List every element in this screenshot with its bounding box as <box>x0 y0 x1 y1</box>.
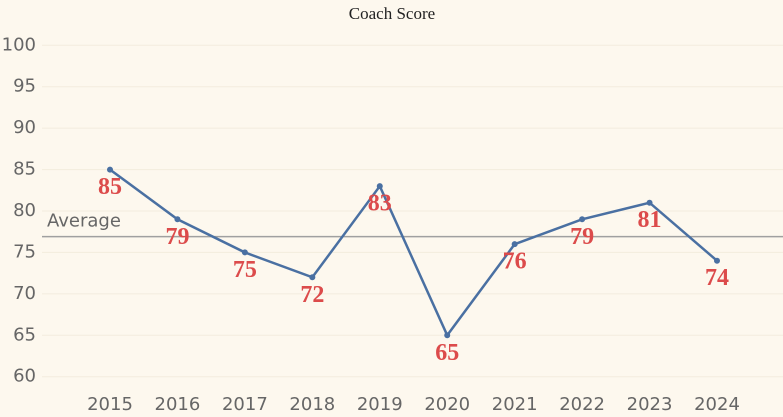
data-label: 74 <box>705 265 729 291</box>
y-tick-label: 85 <box>13 159 36 180</box>
x-tick-label: 2016 <box>155 394 201 415</box>
average-label: Average <box>47 211 121 232</box>
point <box>714 257 720 264</box>
point <box>646 199 653 206</box>
data-label: 72 <box>300 282 324 308</box>
x-tick-label: 2020 <box>424 394 470 415</box>
y-tick-label: 100 <box>2 34 36 55</box>
data-label: 65 <box>435 340 459 366</box>
point <box>309 274 316 281</box>
x-tick-label: 2023 <box>627 394 673 415</box>
data-label: 75 <box>233 257 257 283</box>
point <box>107 166 113 173</box>
point <box>376 183 383 190</box>
x-tick-label: 2021 <box>492 394 538 415</box>
data-label: 79 <box>570 224 594 250</box>
data-label: 76 <box>503 249 527 275</box>
data-label: 85 <box>98 174 122 200</box>
data-label: 83 <box>368 191 392 217</box>
x-tick-label: 2018 <box>289 394 335 415</box>
y-tick-label: 80 <box>13 200 36 221</box>
data-label: 81 <box>638 207 662 233</box>
x-tick-label: 2024 <box>694 394 740 415</box>
y-tick-label: 70 <box>13 283 36 304</box>
point <box>579 216 586 223</box>
point <box>511 241 518 248</box>
point <box>174 216 181 223</box>
data-label: 79 <box>165 224 189 250</box>
point <box>444 332 451 339</box>
y-tick-label: 75 <box>13 241 36 262</box>
x-tick-label: 2017 <box>222 394 268 415</box>
line <box>109 168 718 338</box>
chart-title: Coach Score <box>349 4 435 23</box>
y-tick-label: 60 <box>13 366 36 387</box>
y-tick-label: 90 <box>13 117 36 138</box>
x-tick-label: 2019 <box>357 394 403 415</box>
y-tick-label: 65 <box>13 324 36 345</box>
point <box>241 249 248 256</box>
x-tick-label: 2022 <box>559 394 605 415</box>
x-tick-label: 2015 <box>87 394 133 415</box>
y-tick-label: 95 <box>13 76 36 97</box>
